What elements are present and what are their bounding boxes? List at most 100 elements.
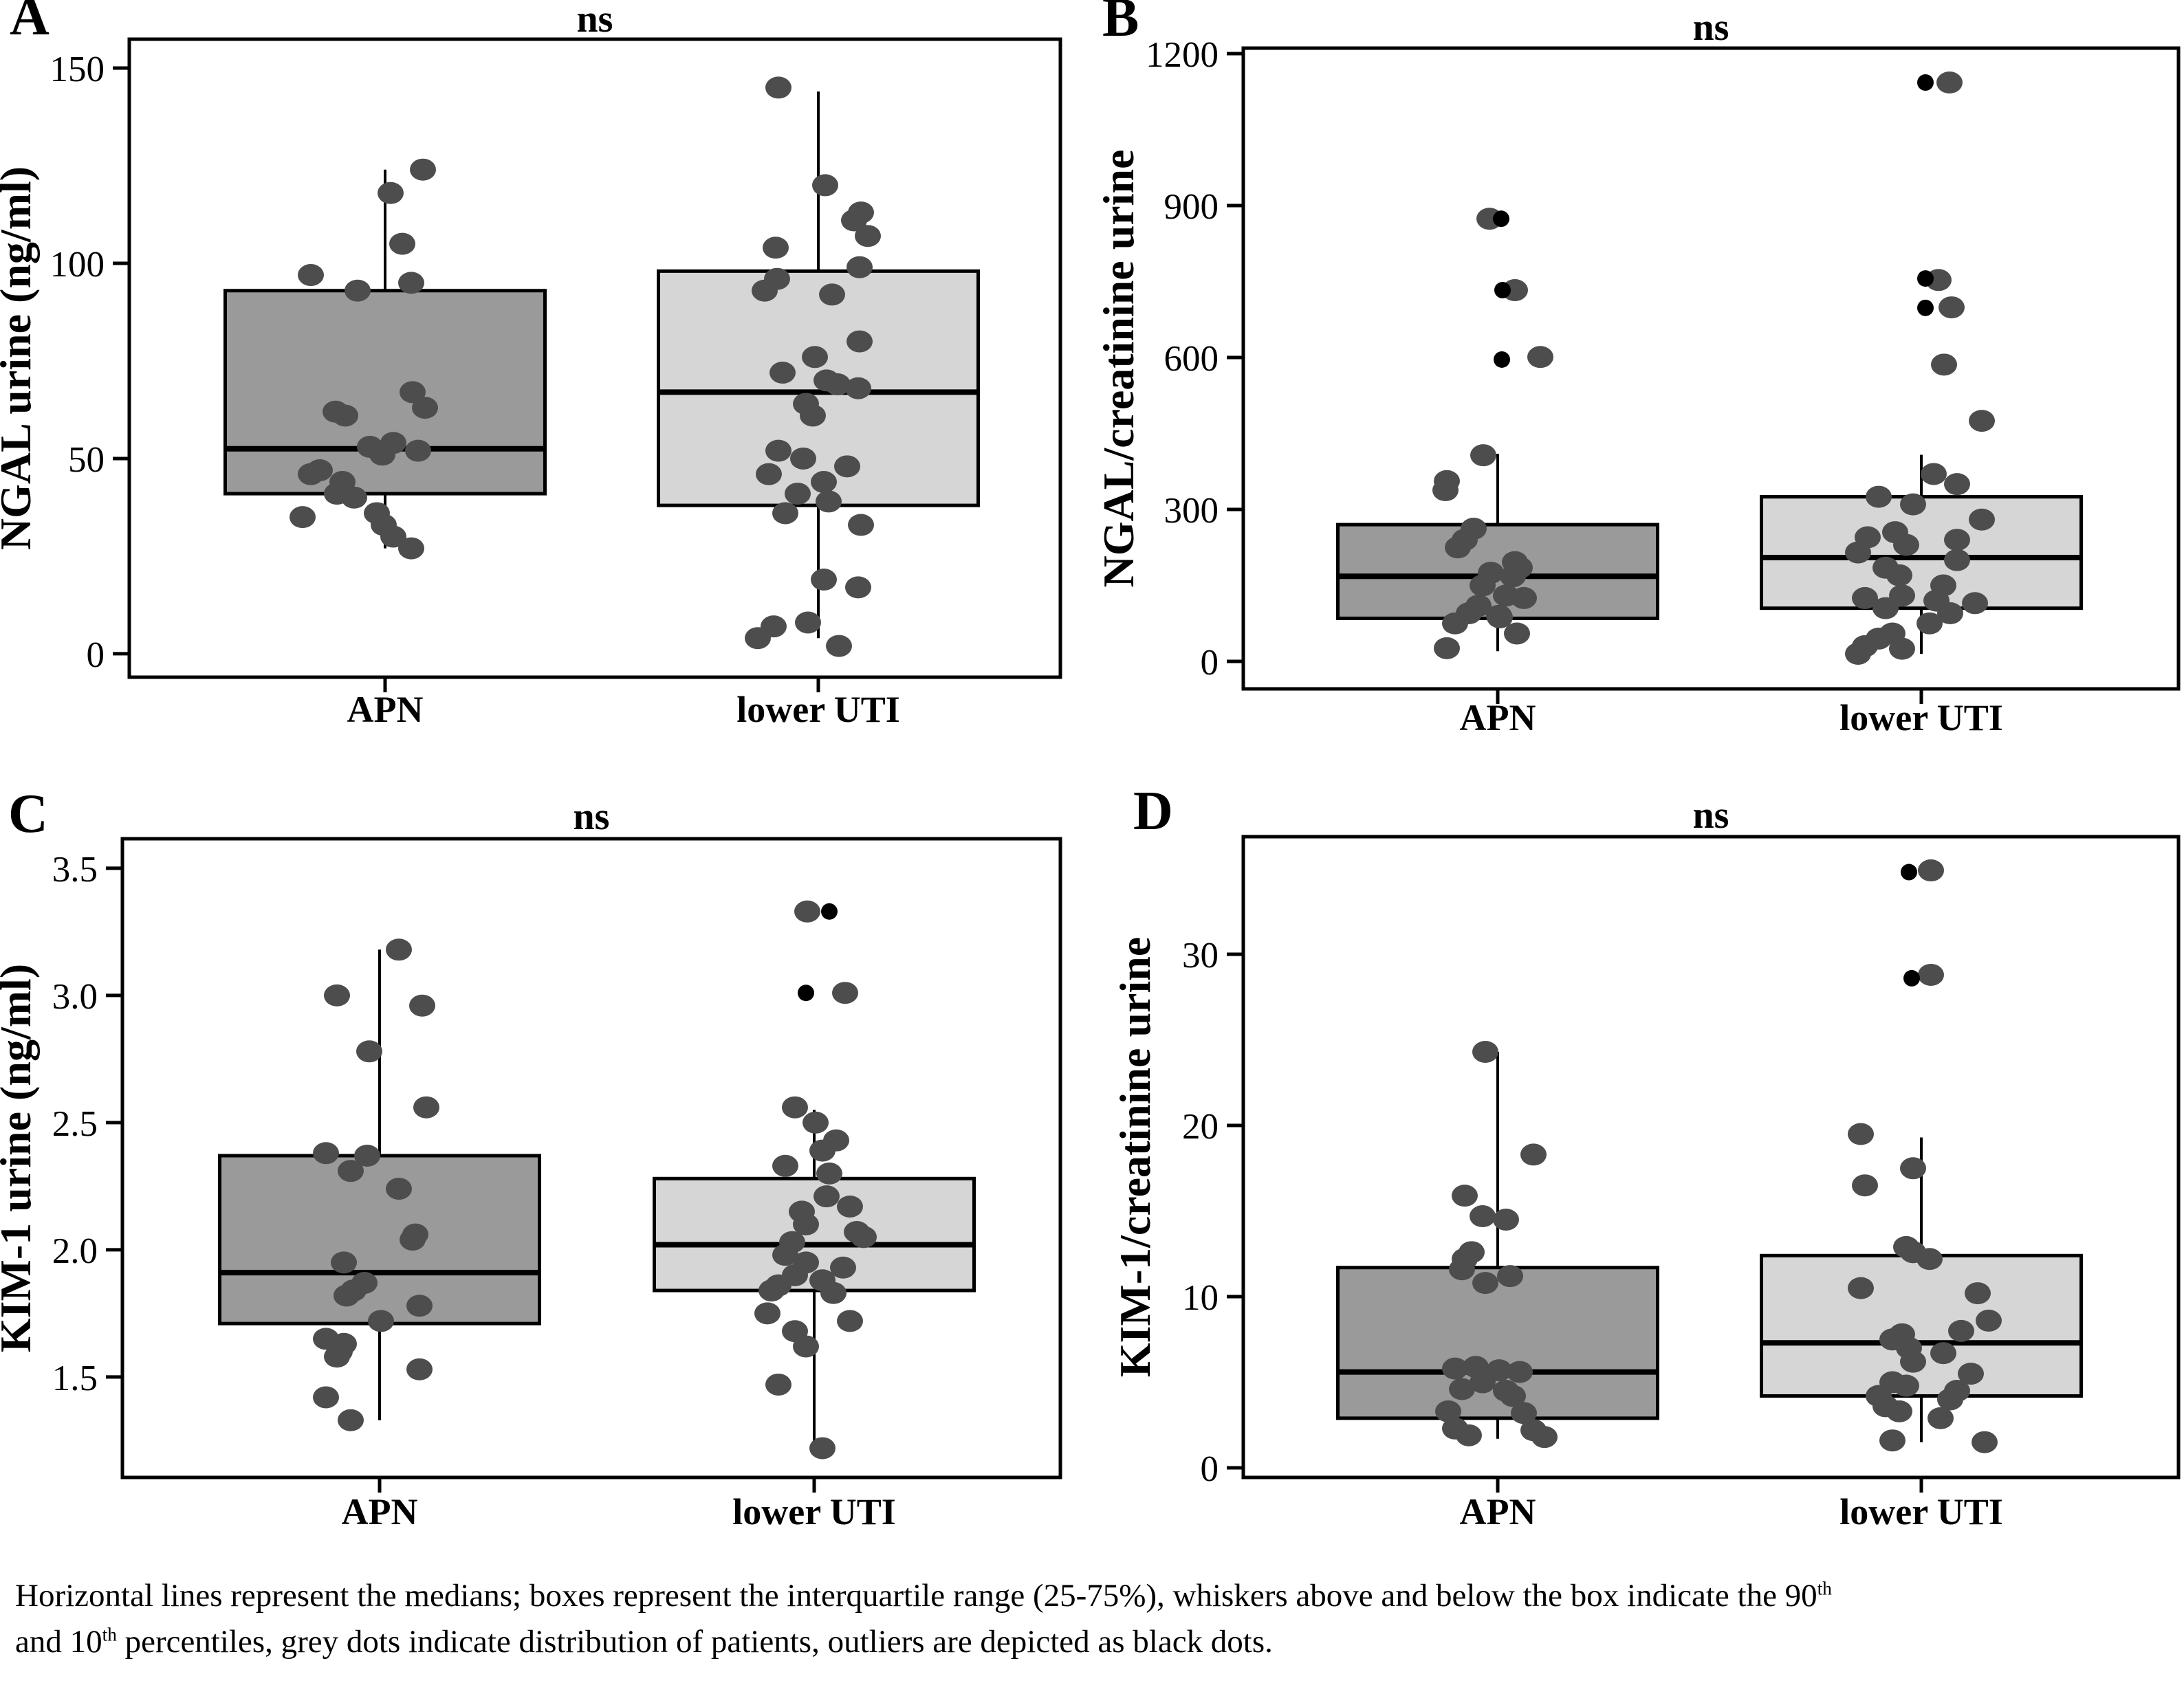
patient-dot: [1456, 1424, 1482, 1446]
patient-dot: [812, 174, 838, 197]
patient-dot: [1848, 1123, 1874, 1145]
patient-dot: [386, 938, 412, 961]
patient-dot: [356, 1040, 382, 1063]
iqr-box: [1760, 495, 2083, 610]
patient-dot: [851, 1226, 877, 1248]
patient-dot: [1470, 1371, 1496, 1394]
boxplot-ngal-urine-chart: ns NGAL urine (ng/ml) 0 50 100 150 APN lower UT…: [0, 0, 1062, 730]
patient-dot: [811, 471, 837, 494]
patient-dot: [830, 1256, 856, 1279]
patient-dot: [1948, 1319, 1974, 1342]
patient-dot: [769, 362, 796, 384]
patient-dot: [1965, 1282, 1991, 1305]
caption-line2-text-a: and 10: [15, 1623, 102, 1660]
patient-dot: [1889, 637, 1915, 660]
patient-dot: [1937, 602, 1963, 625]
patient-dot: [412, 397, 438, 419]
patient-dot: [1962, 592, 1988, 615]
outlier-dots: [798, 903, 838, 1002]
patient-dot: [1937, 1388, 1963, 1411]
caption-line1-text: Horizontal lines represent the medians; …: [15, 1578, 1817, 1614]
y-axis-label: KIM-1 urine (ng/ml): [0, 964, 40, 1352]
patient-dot: [298, 463, 324, 485]
patient-dot: [406, 1358, 433, 1380]
y-tick-label: 3.0: [52, 977, 98, 1017]
y-tick-label: 0: [87, 635, 105, 675]
category-label: lower UTI: [736, 689, 900, 730]
category-label: lower UTI: [1839, 1491, 2003, 1532]
patient-dot: [1442, 612, 1468, 635]
patient-dots: [745, 76, 881, 657]
patient-dot: [332, 404, 358, 427]
patient-dot: [816, 1162, 842, 1185]
patient-dot: [400, 1229, 426, 1251]
y-tick-label: 2.5: [52, 1104, 98, 1144]
category-label: APN: [347, 689, 424, 730]
patient-dot: [1845, 541, 1871, 564]
patient-dot: [845, 576, 871, 599]
patient-dot: [338, 1160, 364, 1182]
patient-dot: [380, 525, 406, 548]
boxplot-panel-kim1-urine: C ns KIM-1 urine (ng/ml) 1.5 2.0 2.5 3.0 3.5 AP…: [0, 756, 1092, 1547]
patient-dot: [1472, 1040, 1498, 1063]
patient-dot: [345, 279, 371, 302]
patient-dot: [1939, 296, 1965, 319]
patient-dot: [1852, 586, 1878, 609]
y-tick-label: 900: [1164, 187, 1219, 227]
patient-dot: [1958, 1363, 1984, 1385]
y-axis-label: KIM-1/creatinine urine: [1111, 937, 1159, 1378]
patient-dot: [1893, 534, 1919, 556]
patient-dot: [1930, 1342, 1956, 1365]
y-tick-label: 20: [1182, 1107, 1219, 1147]
patient-dot: [772, 1154, 798, 1177]
patient-dot: [832, 982, 858, 1004]
panel-letter-D: D: [1133, 781, 1173, 842]
patient-dot: [331, 1251, 357, 1274]
patient-dot: [847, 330, 873, 353]
y-tick-label: 150: [50, 50, 105, 89]
patient-dots: [313, 938, 439, 1431]
y-tick-label: 50: [68, 440, 105, 480]
patient-dot: [1944, 549, 1970, 571]
patient-dot: [765, 1373, 791, 1396]
patient-dot: [398, 272, 424, 294]
panel-letter-C: C: [8, 784, 48, 844]
patient-dot: [763, 236, 789, 259]
patient-dot: [1889, 584, 1915, 607]
caption-line2-text-b: percentiles, grey dots indicate distribu…: [116, 1623, 1273, 1660]
patient-dot: [826, 635, 852, 657]
patient-dot: [1917, 612, 1943, 635]
patient-dot: [802, 346, 828, 368]
patient-dot: [1511, 1402, 1537, 1424]
patient-dot: [772, 1244, 798, 1266]
patient-dot: [1852, 1174, 1878, 1197]
patient-dot: [1493, 1209, 1519, 1231]
patient-dot: [1893, 1374, 1919, 1397]
boxplot-kim1-urine-chart: ns KIM-1 urine (ng/ml) 1.5 2.0 2.5 3.0 3.5 APN l…: [0, 795, 1062, 1532]
y-tick-label: 1.5: [52, 1358, 98, 1398]
patient-dot: [1969, 410, 1995, 432]
patient-dot: [406, 1295, 433, 1317]
category-label: APN: [1460, 697, 1536, 738]
patient-dots: [1432, 208, 1553, 659]
patient-dot: [1918, 963, 1944, 986]
patient-dots: [1435, 1040, 1558, 1449]
patient-dot: [409, 994, 435, 1017]
patient-dot: [400, 381, 426, 404]
y-tick-label: 10: [1182, 1278, 1219, 1318]
patient-dot: [324, 984, 350, 1006]
patient-dot: [1470, 1205, 1496, 1228]
patient-dot: [834, 455, 860, 478]
patient-dot: [1976, 1309, 2002, 1332]
patient-dot: [855, 225, 881, 248]
patient-dot: [1497, 1265, 1523, 1288]
y-tick-label: 2.0: [52, 1231, 98, 1271]
patient-dot: [313, 1142, 339, 1165]
patient-dot: [1944, 529, 1970, 551]
boxplot-panel-kim1-creatinine: D ns KIM-1/creatinine urine 0 10 20 30 APN lowe…: [1092, 756, 2184, 1547]
patient-dot: [1944, 473, 1970, 496]
caption-line2-superscript: th: [102, 1624, 117, 1645]
patient-dots: [1848, 859, 2002, 1453]
patient-dot: [354, 1144, 380, 1167]
patient-dot: [1432, 479, 1459, 502]
